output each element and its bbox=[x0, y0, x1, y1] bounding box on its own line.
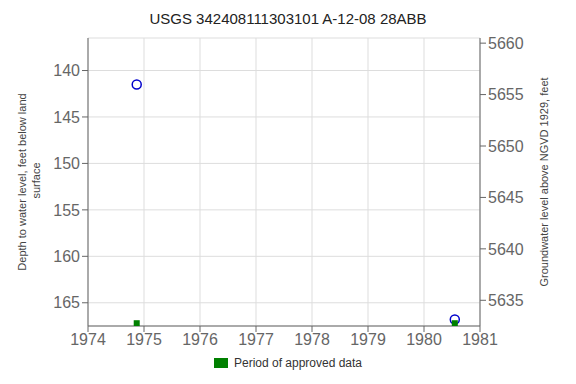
svg-text:1981: 1981 bbox=[462, 331, 498, 348]
svg-text:1975: 1975 bbox=[126, 331, 162, 348]
svg-text:1977: 1977 bbox=[238, 331, 274, 348]
svg-text:5655: 5655 bbox=[488, 86, 524, 103]
svg-text:1974: 1974 bbox=[70, 331, 106, 348]
svg-text:Groundwater level above NGVD 1: Groundwater level above NGVD 1929, feet bbox=[538, 77, 550, 286]
svg-text:1979: 1979 bbox=[350, 331, 386, 348]
svg-text:145: 145 bbox=[53, 109, 80, 126]
svg-text:1976: 1976 bbox=[182, 331, 218, 348]
svg-text:165: 165 bbox=[53, 294, 80, 311]
svg-text:155: 155 bbox=[53, 202, 80, 219]
svg-text:Depth to water level, feet bel: Depth to water level, feet below land su… bbox=[16, 93, 42, 270]
svg-text:5660: 5660 bbox=[488, 35, 524, 52]
html-text:Period of approved data: Period of approved data bbox=[234, 356, 362, 370]
svg-text:1978: 1978 bbox=[294, 331, 330, 348]
html-text:USGS 342408111303101 A-12-08 2: USGS 342408111303101 A-12-08 28ABB bbox=[149, 10, 427, 27]
svg-text:1980: 1980 bbox=[406, 331, 442, 348]
svg-text:160: 160 bbox=[53, 248, 80, 265]
svg-text:150: 150 bbox=[53, 155, 80, 172]
svg-text:140: 140 bbox=[53, 62, 80, 79]
svg-text:5640: 5640 bbox=[488, 241, 524, 258]
svg-text:5635: 5635 bbox=[488, 292, 524, 309]
svg-text:5645: 5645 bbox=[488, 189, 524, 206]
svg-text:5650: 5650 bbox=[488, 138, 524, 155]
